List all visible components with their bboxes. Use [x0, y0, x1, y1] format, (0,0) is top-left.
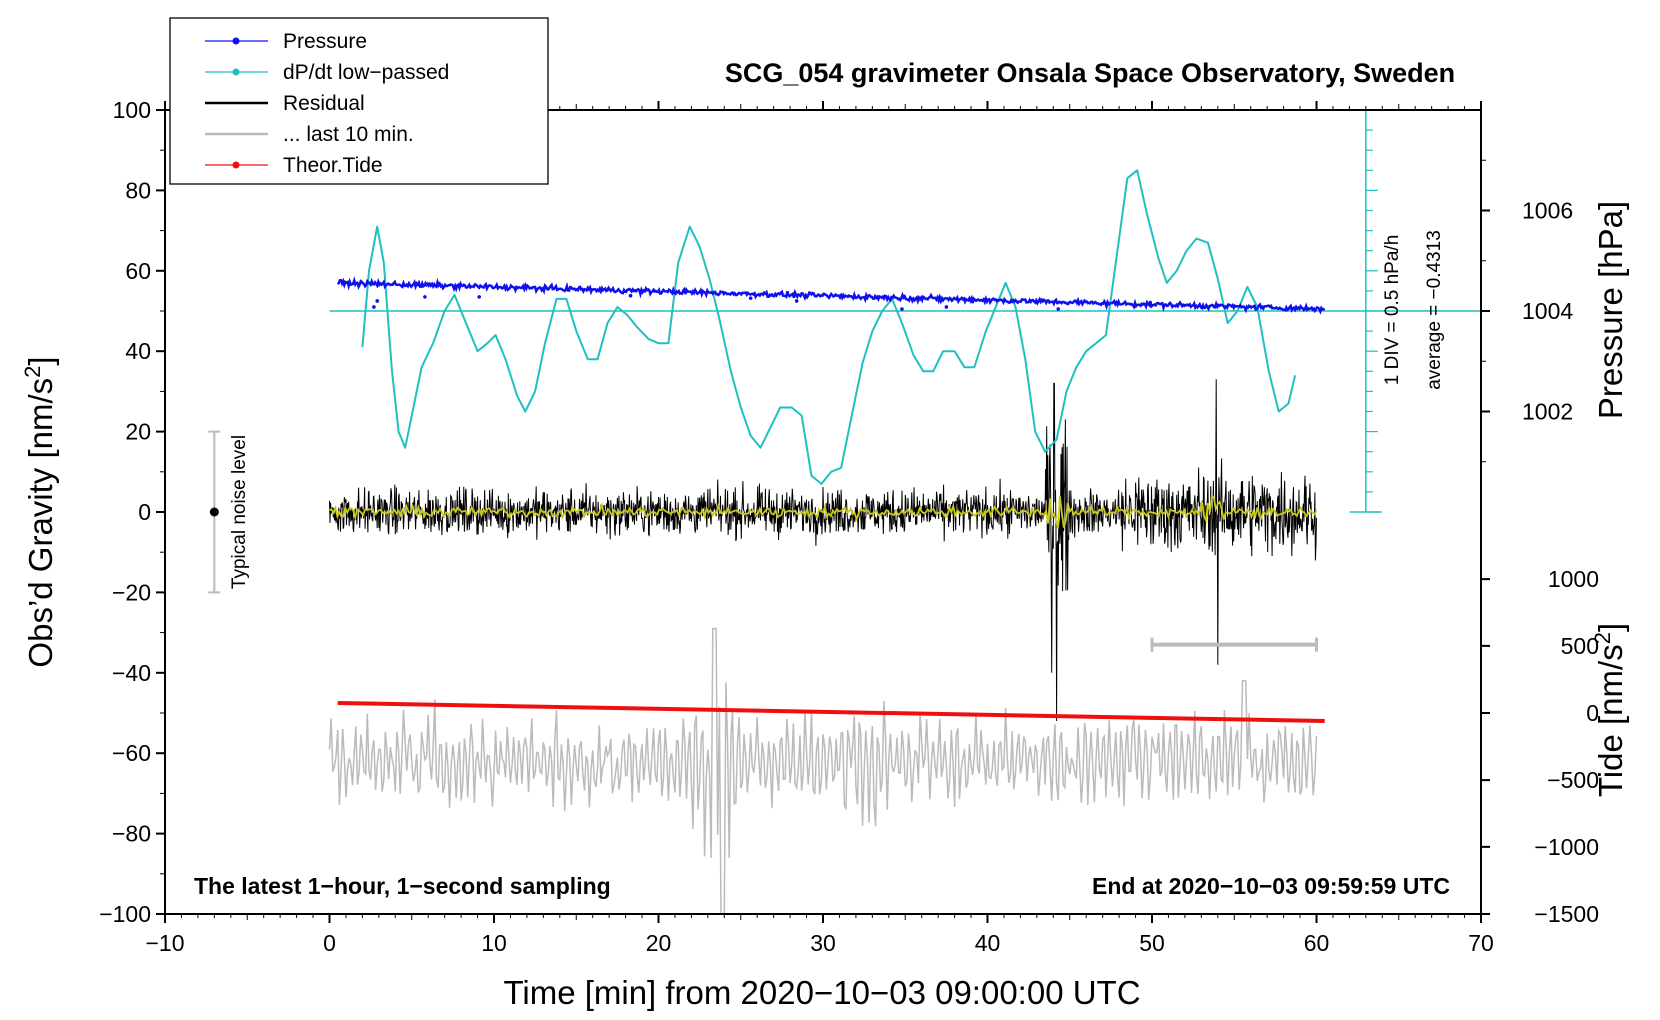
x-tick-label: 40: [975, 930, 1001, 956]
series-pressure: [336, 276, 1326, 315]
y-tick-label: 20: [125, 419, 151, 445]
y-tick-label: 100: [113, 97, 151, 123]
chart-title: SCG_054 gravimeter Onsala Space Observat…: [725, 58, 1455, 88]
pressure-outlier-point: [900, 307, 904, 311]
y-tick-label: 80: [125, 177, 151, 203]
y-tick-label: 40: [125, 338, 151, 364]
tide-tick-label: 500: [1561, 633, 1599, 659]
pressure-outlier-point: [748, 296, 753, 300]
pressure-outlier-point: [423, 295, 427, 299]
series-last-10-min: [328, 627, 1318, 915]
x-tick-label: 20: [646, 930, 672, 956]
legend-marker: [232, 68, 240, 76]
legend-marker: [232, 37, 240, 45]
scale-label-div: 1 DIV = 0.5 hPa/h: [1382, 235, 1403, 386]
series-dpdt: [361, 169, 1297, 485]
x-axis-title: Time [min] from 2020−10−03 09:00:00 UTC: [503, 974, 1140, 1011]
tide-tick-label: 1000: [1548, 566, 1599, 592]
tide-tick-label: 0: [1586, 700, 1599, 726]
y-tick-label: 60: [125, 258, 151, 284]
pressure-axis-title: Pressure [hPa]: [1592, 201, 1629, 419]
pressure-outlier-point: [944, 305, 949, 309]
legend-box: [169, 17, 549, 185]
y-axis-title: Obs’d Gravity [nm/s2]: [20, 356, 59, 667]
x-tick-label: −10: [145, 930, 184, 956]
y-tick-label: −80: [112, 821, 151, 847]
scale-label-average: average = −0.4313: [1424, 230, 1445, 390]
y-tick-label: 0: [138, 499, 151, 525]
legend-label: dP/dt low−passed: [283, 61, 449, 84]
series-theor-tide: [337, 700, 1325, 724]
x-tick-label: 60: [1304, 930, 1330, 956]
pressure-outlier-point: [375, 299, 380, 303]
tide-tick-label: −1500: [1534, 901, 1599, 927]
legend-label: Theor.Tide: [283, 154, 383, 177]
y-tick-label: −100: [99, 901, 151, 927]
noise-level-label: Typical noise level: [229, 435, 250, 589]
legend-label: ... last 10 min.: [283, 123, 414, 146]
note-right: End at 2020−10−03 09:59:59 UTC: [1092, 873, 1450, 899]
pressure-outlier-point: [794, 299, 799, 303]
x-tick-label: 0: [323, 930, 336, 956]
y-tick-label: −20: [112, 579, 151, 605]
pressure-tick-label: 1004: [1522, 298, 1573, 324]
legend: Pressure dP/dt low−passed Residual ... last…: [169, 17, 549, 185]
tide-axis-title: Tide [nm/s2]: [1590, 623, 1629, 797]
x-tick-label: 70: [1468, 930, 1494, 956]
x-tick-label: 10: [481, 930, 507, 956]
series-residual-smoothed: [329, 492, 1318, 529]
noise-bar-center: [209, 507, 219, 517]
pressure-outlier-point: [1056, 307, 1061, 311]
axes-layer: −10 0 10 20 30 40 50 60 70−100−80−60−40−20020406…: [99, 97, 1599, 956]
note-left: The latest 1−hour, 1−second sampling: [194, 873, 611, 899]
pressure-outlier-point: [628, 293, 633, 298]
pressure-outlier-point: [372, 305, 376, 309]
series-residual: [329, 379, 1317, 722]
pressure-tick-label: 1002: [1522, 399, 1573, 425]
tide-tick-label: −1000: [1534, 834, 1599, 860]
legend-label: Pressure: [283, 30, 367, 53]
legend-marker: [232, 161, 240, 169]
y-tick-label: −60: [112, 740, 151, 766]
series-layer: [208, 109, 1481, 915]
x-tick-label: 50: [1139, 930, 1165, 956]
x-tick-label: 30: [810, 930, 836, 956]
pressure-outlier-point: [477, 295, 481, 299]
legend-label: Residual: [283, 92, 365, 115]
y-tick-label: −40: [112, 660, 151, 686]
pressure-tick-label: 1006: [1522, 198, 1573, 224]
tide-tick-label: −500: [1547, 767, 1599, 793]
